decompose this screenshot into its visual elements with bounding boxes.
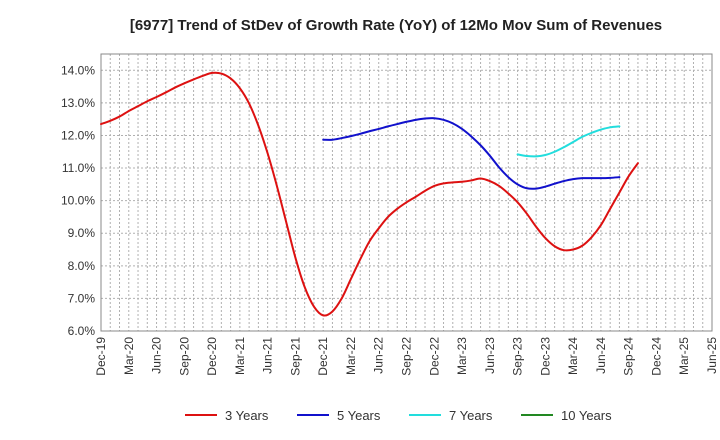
series-lines bbox=[100, 71, 639, 317]
y-axis-tick-labels: 6.0% 7.0% 8.0% 9.0% 10.0% 11.0% 12.0% 13.0% 14.0… bbox=[61, 63, 95, 338]
x-tick-label: Sep-24 bbox=[622, 337, 636, 376]
chart-title: [6977] Trend of StDev of Growth Rate (Yo… bbox=[130, 17, 662, 34]
x-tick-label: Dec-19 bbox=[94, 337, 108, 376]
y-tick-label: 13.0% bbox=[61, 96, 95, 110]
x-axis-tick-labels: Dec-19 Mar-20 Jun-20 Sep-20 Dec-20 Mar-21 Jun-… bbox=[94, 337, 719, 376]
x-tick-label: Mar-20 bbox=[122, 337, 136, 375]
x-tick-label: Sep-23 bbox=[511, 337, 525, 376]
y-tick-label: 14.0% bbox=[61, 63, 95, 77]
x-tick-label: Mar-24 bbox=[566, 337, 580, 375]
y-tick-label: 7.0% bbox=[68, 291, 96, 305]
x-tick-label: Jun-20 bbox=[150, 337, 164, 374]
series-line-3-years bbox=[100, 71, 639, 317]
x-tick-label: Mar-25 bbox=[677, 337, 691, 375]
x-tick-label: Sep-21 bbox=[288, 337, 302, 376]
y-tick-label: 11.0% bbox=[62, 161, 95, 175]
x-tick-label: Mar-22 bbox=[344, 337, 358, 375]
x-tick-label: Sep-22 bbox=[400, 337, 414, 376]
x-tick-label: Dec-24 bbox=[649, 337, 663, 376]
y-tick-label: 6.0% bbox=[68, 324, 96, 338]
legend-label-5-years: 5 Years bbox=[337, 408, 381, 423]
x-tick-label: Dec-21 bbox=[316, 337, 330, 376]
y-tick-label: 9.0% bbox=[68, 226, 96, 240]
x-tick-label: Sep-20 bbox=[177, 337, 191, 376]
series-line-5-years bbox=[322, 117, 621, 190]
legend-label-7-years: 7 Years bbox=[449, 408, 493, 423]
x-tick-label: Dec-20 bbox=[205, 337, 219, 376]
plot-area-frame bbox=[100, 53, 713, 332]
x-tick-label: Mar-23 bbox=[455, 337, 469, 375]
legend-label-10-years: 10 Years bbox=[561, 408, 612, 423]
x-tick-label: Jun-22 bbox=[372, 337, 386, 374]
x-tick-label: Jun-25 bbox=[705, 337, 719, 374]
y-tick-label: 10.0% bbox=[61, 194, 95, 208]
legend: 3 Years 5 Years 7 Years 10 Years bbox=[185, 408, 612, 423]
series-line-7-years bbox=[516, 125, 621, 158]
grid-lines bbox=[100, 54, 713, 332]
legend-label-3-years: 3 Years bbox=[225, 408, 269, 423]
x-tick-label: Dec-23 bbox=[538, 337, 552, 376]
x-tick-label: Jun-24 bbox=[594, 337, 608, 374]
x-tick-label: Mar-21 bbox=[233, 337, 247, 375]
x-tick-label: Dec-22 bbox=[427, 337, 441, 376]
x-tick-label: Jun-23 bbox=[483, 337, 497, 374]
y-tick-label: 8.0% bbox=[68, 259, 96, 273]
y-tick-label: 12.0% bbox=[61, 128, 95, 142]
x-tick-label: Jun-21 bbox=[261, 337, 275, 374]
